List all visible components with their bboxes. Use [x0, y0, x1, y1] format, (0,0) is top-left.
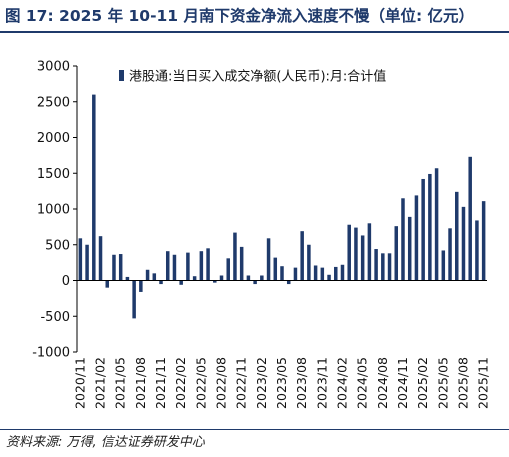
bar	[360, 235, 365, 281]
bar	[401, 198, 405, 281]
x-tick-label: 2024/05	[355, 357, 370, 409]
bar	[92, 94, 96, 281]
bar	[118, 254, 123, 281]
bar	[475, 220, 479, 281]
x-tick-label: 2024/08	[375, 357, 390, 409]
x-tick-label: 2022/05	[193, 357, 208, 409]
x-tick-label: 2021/08	[133, 357, 148, 409]
bar	[199, 251, 204, 281]
x-tick-label: 2021/11	[153, 357, 168, 409]
y-tick-label: 2000	[37, 131, 70, 146]
x-tick-label: 2023/02	[254, 357, 269, 409]
bar	[347, 224, 351, 281]
bar	[85, 244, 89, 281]
bar	[334, 266, 338, 281]
bar	[186, 252, 190, 281]
bar	[233, 232, 237, 281]
x-tick-label: 2024/11	[395, 357, 410, 409]
y-tick-label: 3000	[37, 60, 70, 75]
x-tick-label: 2020/11	[72, 357, 87, 409]
bar	[300, 231, 304, 281]
y-tick-label: -500	[40, 310, 70, 325]
bar	[434, 168, 439, 281]
bar	[125, 276, 130, 281]
source-note: 资料来源: 万得, 信达证券研发中心	[6, 435, 205, 450]
bar	[179, 280, 183, 285]
x-tick-label: 2021/02	[93, 357, 108, 409]
x-tick-label: 2025/11	[476, 357, 491, 409]
x-tick-label: 2025/05	[435, 357, 450, 409]
x-tick-label: 2023/11	[314, 357, 329, 409]
bar	[374, 249, 378, 281]
legend-label: 港股通:当日买入成交净额(人民币):月:合计值	[129, 69, 386, 85]
y-tick-label: 1000	[37, 203, 70, 218]
bar	[394, 226, 399, 281]
y-tick-label: -1000	[32, 346, 70, 361]
bar	[354, 227, 358, 281]
footer-rule	[0, 429, 509, 430]
bar	[239, 246, 244, 281]
bar	[320, 267, 325, 281]
bar	[313, 265, 318, 281]
title-rule	[0, 31, 509, 33]
bar	[266, 238, 271, 281]
bar	[260, 275, 264, 281]
bar	[421, 178, 425, 281]
bar	[132, 280, 136, 319]
bar	[165, 251, 170, 281]
bar	[340, 264, 345, 281]
bar	[172, 254, 177, 281]
bar	[139, 280, 143, 292]
bar	[407, 216, 412, 281]
bar	[387, 253, 392, 281]
bar	[226, 258, 230, 281]
bar	[468, 156, 472, 281]
bar	[381, 253, 385, 281]
bar	[461, 206, 466, 281]
x-tick-label: 2025/02	[415, 357, 430, 409]
figure-title: 图 17: 2025 年 10-11 月南下资金净流入速度不慢（单位: 亿元）	[5, 7, 475, 25]
bar	[414, 195, 419, 281]
bar	[280, 266, 284, 281]
bar	[273, 257, 278, 281]
bar	[219, 275, 224, 281]
bar	[145, 269, 150, 281]
plot-area: 3000 2500 2000 1500 1000 500 0 -500 -10002020/11…	[32, 60, 490, 409]
x-tick-label: 2025/08	[455, 357, 470, 409]
x-tick-label: 2021/05	[113, 357, 128, 409]
y-tick-label: 0	[62, 274, 70, 289]
bar	[159, 280, 163, 285]
y-tick-label: 2500	[37, 95, 70, 110]
bar	[192, 276, 197, 281]
bar	[293, 267, 298, 281]
bar	[206, 248, 210, 281]
x-tick-label: 2023/08	[294, 357, 309, 409]
x-tick-label: 2022/08	[214, 357, 229, 409]
bar	[367, 223, 372, 281]
bar	[455, 191, 459, 281]
legend-swatch	[119, 70, 124, 81]
x-tick-label: 2024/02	[334, 357, 349, 409]
x-tick-label: 2023/05	[274, 357, 289, 409]
bar	[78, 238, 83, 281]
bar	[105, 280, 109, 288]
bar	[98, 236, 103, 281]
bar	[246, 275, 251, 281]
y-tick-label: 500	[45, 238, 70, 253]
bar	[253, 280, 257, 285]
bar	[481, 201, 486, 281]
bar	[327, 274, 331, 281]
bar	[213, 280, 217, 283]
bar	[152, 273, 157, 281]
y-tick-label: 1500	[37, 167, 70, 182]
bar	[112, 254, 116, 281]
bar	[441, 250, 446, 281]
bar	[428, 173, 432, 281]
bar	[307, 244, 311, 281]
x-tick-label: 2022/11	[234, 357, 249, 409]
bar	[448, 228, 452, 281]
bar	[286, 280, 291, 285]
x-tick-label: 2022/02	[173, 357, 188, 409]
